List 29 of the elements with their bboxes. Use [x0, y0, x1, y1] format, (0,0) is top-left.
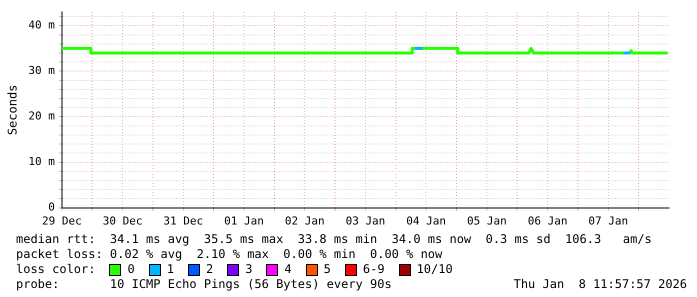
text: probe: 10 ICMP Echo Pings (56 Bytes) every 90s	[16, 277, 392, 292]
legend-label: 4	[284, 262, 292, 277]
y-tick-label: 40 m	[28, 18, 56, 32]
legend-label: 0	[127, 262, 135, 277]
x-tick-label: 01 Jan	[224, 214, 264, 228]
y-tick-label: 20 m	[28, 110, 56, 123]
legend-label: 6-9	[362, 262, 385, 277]
y-tick-label: 30 m	[28, 64, 56, 78]
x-tick-label: 29 Dec	[42, 214, 82, 228]
y-tick-label: 10 m	[28, 155, 56, 168]
text: median rtt: 34.1 ms avg 35.5 ms max 33.8 ms min 34.0 ms now 0.3 ms sd 106.3 am/s	[15, 232, 653, 247]
x-tick-label: 06 Jan	[528, 214, 568, 228]
y-axis-title: Seconds	[5, 84, 20, 136]
x-tick-label: 30 Dec	[102, 214, 142, 228]
x-tick-label: 07 Jan	[588, 214, 628, 228]
x-tick-label: 03 Jan	[346, 214, 386, 228]
x-tick-label: 31 Dec	[163, 214, 204, 228]
x-tick-label: 04 Jan	[406, 214, 446, 228]
text: Thu Jan 8 11:57:57 2026	[514, 277, 687, 292]
legend-title: loss color:	[16, 262, 96, 277]
text: packet loss: 0.02 % avg 2.10 % max 0.00 % min 0.00 % now	[15, 247, 444, 262]
legend-label: 3	[245, 262, 252, 277]
x-tick-label: 02 Jan	[284, 214, 325, 228]
y-tick-label: 0	[48, 200, 55, 214]
legend-label: 5	[324, 262, 331, 277]
legend-label: 2	[206, 262, 214, 277]
x-tick-label: 05 Jan	[466, 214, 507, 228]
legend-label: 10/10	[416, 262, 453, 277]
legend-label: 1	[166, 262, 174, 277]
